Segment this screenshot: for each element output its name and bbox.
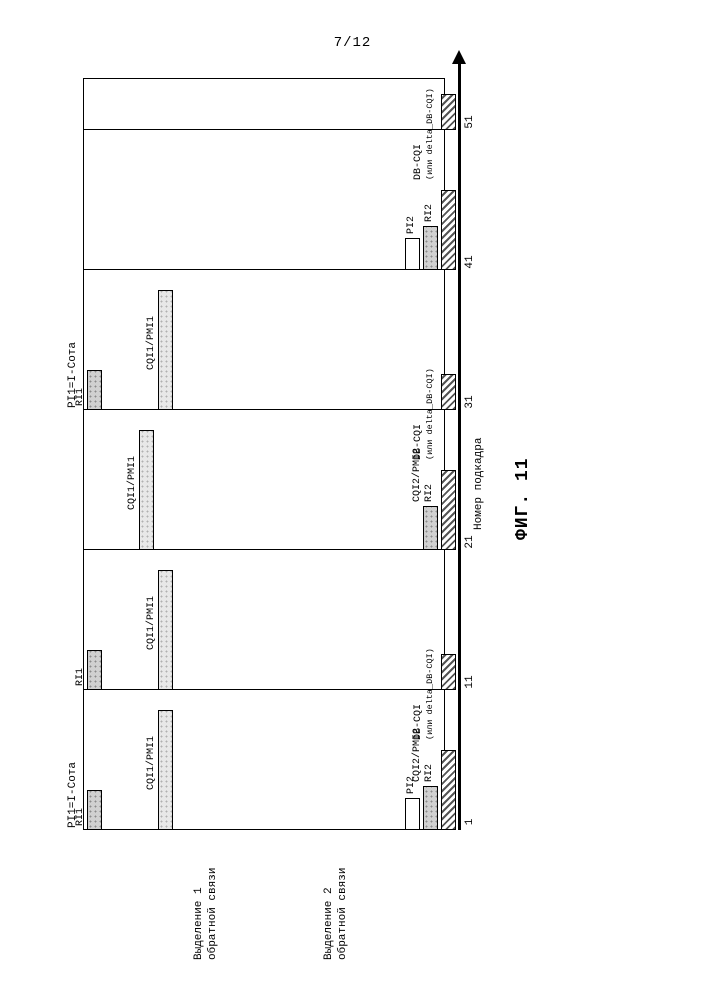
db-cqi-sublabel: (или delta_DB-CQI) (425, 648, 435, 740)
cqi1-pmi1-label: CQI1/PMI1 (127, 455, 138, 509)
cqi2-pmi2-bar (441, 190, 456, 270)
x-tick: 31 (464, 395, 476, 408)
db-cqi-label: DB-CQI (413, 703, 424, 739)
cqi1-pmi1-bar (158, 570, 173, 690)
x-tick: 21 (464, 535, 476, 548)
panel-separator (83, 269, 443, 270)
ri2-bar (423, 226, 438, 270)
x-tick: 1 (464, 818, 476, 825)
ri1-bar (87, 370, 102, 410)
cqi1-pmi1-label: CQI1/PMI1 (146, 315, 157, 369)
cqi1-pmi1-bar (158, 290, 173, 410)
pi2-label: PI2 (406, 215, 417, 233)
x-tick: 51 (464, 115, 476, 128)
pi2-bar (405, 238, 420, 270)
ri2-bar (423, 786, 438, 830)
feedback1-label-line1: Выделение 1 (193, 887, 205, 960)
ri1-bar (87, 650, 102, 690)
cqi1-pmi1-bar (158, 710, 173, 830)
x-axis (458, 62, 461, 830)
diagram-window (83, 78, 445, 830)
panel-separator (83, 409, 443, 410)
db-cqi-label: DB-CQI (413, 423, 424, 459)
panel-separator (83, 689, 443, 690)
cqi2-pmi2-bar (441, 470, 456, 550)
x-axis-label: Номер подкадра (473, 437, 485, 529)
ri2-label: RI2 (424, 483, 435, 501)
db-cqi-bar (441, 654, 456, 690)
db-cqi-sublabel: (или delta_DB-CQI) (425, 368, 435, 460)
ri2-label: RI2 (424, 203, 435, 221)
pi2-bar (405, 798, 420, 830)
ri1-label: RI1 (75, 807, 86, 825)
db-cqi-bar (441, 94, 456, 130)
ri2-label: RI2 (424, 763, 435, 781)
db-cqi-bar (441, 374, 456, 410)
feedback1-label-line2: обратной связи (207, 867, 219, 959)
diagram-stage: PI1=I-Сота PI1=I-Сота Выделение 1 обратн… (43, 30, 663, 970)
x-tick: 41 (464, 255, 476, 268)
cqi1-pmi1-label: CQI1/PMI1 (146, 595, 157, 649)
panel-separator (83, 129, 443, 130)
cqi1-pmi1-label: CQI1/PMI1 (146, 735, 157, 789)
db-cqi-label: DB-CQI (413, 143, 424, 179)
db-cqi-sublabel: (или delta_DB-CQI) (425, 88, 435, 180)
ri1-bar (87, 790, 102, 830)
feedback2-label-line2: обратной связи (337, 867, 349, 959)
ri1-label: RI1 (75, 387, 86, 405)
pi2-label: PI2 (406, 775, 417, 793)
diagram-rotated-wrapper: PI1=I-Сота PI1=I-Сота Выделение 1 обратн… (43, 30, 663, 970)
ri1-label: RI1 (75, 667, 86, 685)
x-axis-arrow (452, 50, 466, 64)
ri2-bar (423, 506, 438, 550)
feedback2-label-line1: Выделение 2 (323, 887, 335, 960)
cqi2-pmi2-bar (441, 750, 456, 830)
figure-caption: ФИГ. 11 (513, 457, 533, 540)
panel-separator (83, 549, 443, 550)
x-tick: 11 (464, 675, 476, 688)
cqi1-pmi1-bar (139, 430, 154, 550)
